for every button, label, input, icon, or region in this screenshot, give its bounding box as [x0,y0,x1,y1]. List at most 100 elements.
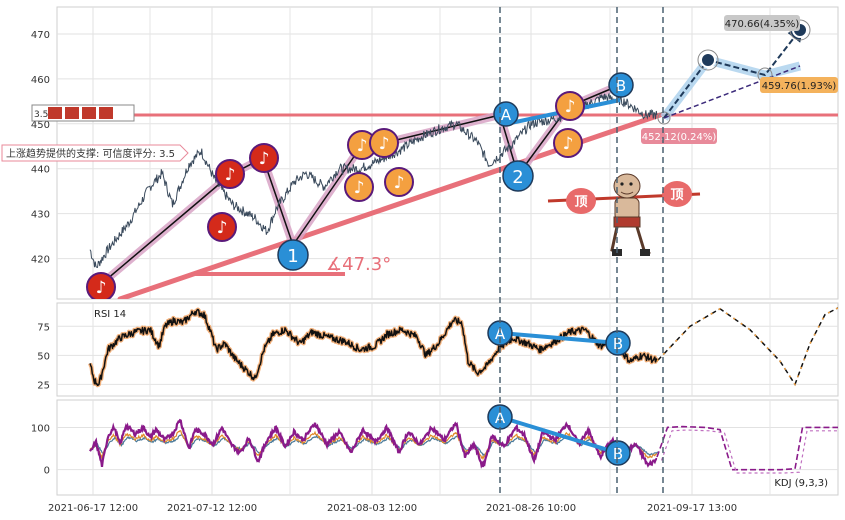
note-marker-3 [249,143,279,173]
figure-eye-right [629,182,633,186]
figure-eye-left [620,182,624,186]
kdj-grid [57,426,838,471]
price-y-tick-420: 420 [31,255,50,266]
top-signal-left-label: 顶 [574,195,587,210]
target-low-label-box [760,77,838,93]
left-score-box: 3.5 [31,104,135,122]
price-marker-b: B [608,72,634,98]
kdj-ab-line [499,415,619,455]
kdj-title: KDJ (9,3,3) [774,478,828,489]
stamp-icon-4 [99,107,113,119]
forecast-node-1 [700,52,716,68]
rsi-y-ticks: 25 50 75 [37,322,50,391]
vertical-grid [92,7,771,495]
top-signal-right-label: 顶 [670,188,683,203]
wave-marker-2-bubble [502,160,534,192]
figure-foot-right [640,249,650,256]
top-signal-right: 顶 [662,181,692,207]
support-label-box [1,144,189,162]
kdj-j-line [89,418,658,469]
price-y-tick-430: 430 [31,210,50,221]
x-tick-label-4: 2021-09-17 13:00 [647,503,737,514]
note-marker-glyph-2: ♪ [217,218,228,238]
angle-label: ∡47.3° [326,254,391,275]
forecast-node-1-ring [697,49,719,71]
note-marker-glyph-4: ♪ [357,136,368,156]
x-tick-labels: 2021-06-17 12:00 2021-07-12 12:00 2021-08-… [48,503,737,514]
x-tick-label-2: 2021-08-03 12:00 [327,503,417,514]
price-marker-a-label: A [501,106,512,124]
kdj-panel: 0 100 [31,399,839,496]
note-marker-glyph-9: ♪ [563,134,574,154]
forecast-path-high [663,25,804,119]
target-high-label-text: 470.66(4.35%) [725,19,800,30]
rsi-forecast-line-accent [656,307,838,387]
note-marker-glyph-6: ♪ [354,178,365,198]
rsi-ab-line [499,331,619,345]
note-marker-5 [369,128,399,158]
ref-price-label: 452.12(0.24%) [641,128,717,144]
price-y-tick-470: 470 [31,30,50,41]
target-high-label: 470.66(4.35%) [724,15,800,31]
x-tick-label-3: 2021-08-26 10:00 [486,503,576,514]
wave-marker-1-bubble [277,239,309,271]
rsi-title: RSI 14 [94,309,126,320]
kdj-y-tick-0: 0 [44,466,50,477]
stamp-icon-3 [82,107,96,119]
top-signal-left: 顶 [566,188,596,214]
price-marker-b-bubble [608,72,634,98]
kdj-y-ticks: 0 100 [31,423,50,476]
price-y-ticks: 420 430 440 450 460 470 [31,30,50,266]
price-y-tick-460: 460 [31,75,50,86]
support-label: 上涨趋势提供的支撑: 可信度评分: 3.5 [1,144,189,162]
kdj-marker-b-label: B [613,445,623,463]
rsi-y-tick-25: 25 [37,380,50,391]
rsi-marker-a-label: A [495,325,506,343]
rsi-marker-b-bubble [605,330,631,356]
wave-marker-2-label: 2 [512,167,523,188]
top-signal-right-bubble [662,181,692,207]
note-marker-8 [555,91,585,121]
note-marker-glyph-3: ♪ [259,149,270,169]
price-marker-b-label: B [616,77,626,95]
forecast-path-low [663,65,801,119]
figure-mouth [620,191,634,195]
rsi-marker-b-label: B [613,335,623,353]
support-label-text: 上涨趋势提供的支撑: 可信度评分: 3.5 [6,147,175,160]
rsi-y-tick-50: 50 [37,351,50,362]
note-marker-6 [344,172,374,202]
note-marker-0 [86,272,116,299]
wave-marker-2: 2 [502,160,534,192]
kdj-panel-frame [56,399,839,496]
x-tick-label-0: 2021-06-17 12:00 [48,503,138,514]
left-score-label: 3.5 [34,110,48,120]
price-marker-a: A [493,101,519,127]
kdj-forecast-line-2 [660,429,838,474]
kdj-marker-b-bubble [605,440,631,466]
target-low-label-text: 459.76(1.93%) [762,81,837,92]
note-marker-glyph-7: ♪ [394,173,405,193]
note-marker-1 [215,159,245,189]
target-high-label-box [724,15,800,31]
top-signal-left-bubble [566,188,596,214]
price-y-tick-440: 440 [31,165,50,176]
ref-price-label-text: 452.12(0.24%) [642,132,717,143]
stamp-icon-1 [48,107,62,119]
price-y-tick-450: 450 [31,120,50,131]
kdj-marker-b: B [605,440,631,466]
note-marker-glyph-5: ♪ [379,134,390,154]
current-price-node [657,111,671,125]
note-marker-glyph-1: ♪ [225,165,236,185]
rsi-y-tick-75: 75 [37,322,50,333]
target-low-label: 459.76(1.93%) [760,77,838,93]
x-tick-label-1: 2021-07-12 12:00 [167,503,257,514]
pattern-note-markers: ♪♪♪♪♪ ♪♪ ♪♪♪ [86,91,585,299]
figure-belt [613,216,641,228]
note-marker-9 [553,128,583,158]
figure-illustration [610,173,651,256]
note-marker-glyph-0: ♪ [96,278,107,298]
wave-marker-1: 1 [277,239,309,271]
wave-marker-1-label: 1 [287,246,298,267]
note-marker-7 [384,167,414,197]
